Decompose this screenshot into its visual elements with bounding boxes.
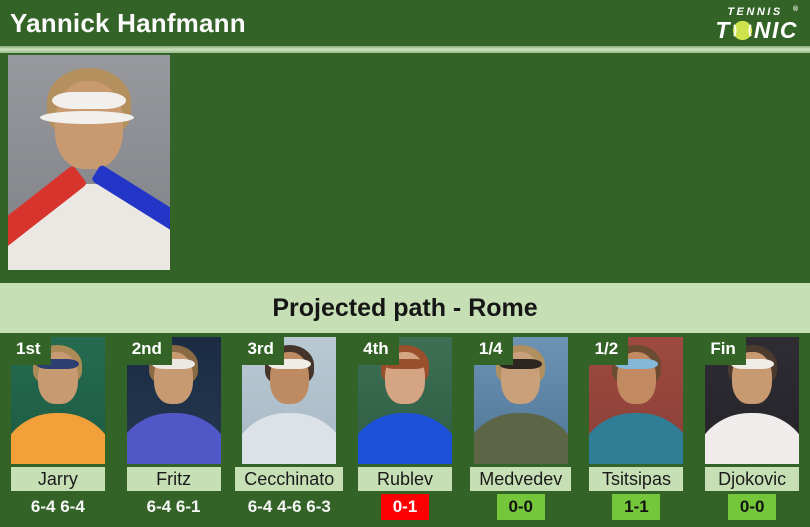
registered-trademark-icon: ® — [792, 6, 798, 13]
photo-cap-shape — [51, 91, 127, 109]
match-score: 6-4 6-1 — [146, 497, 201, 516]
projected-path-title: Projected path - Rome — [272, 293, 538, 322]
logo-tonic-suffix: NIC — [753, 17, 798, 43]
logo-tennis-text: TENNIS — [727, 6, 783, 18]
round-label: 2nd — [117, 337, 172, 365]
h2h-record-even: 0-0 — [496, 494, 545, 520]
round-label: 1/4 — [464, 337, 513, 365]
photo-shirt-shape — [10, 413, 105, 464]
opponent-photo[interactable] — [358, 337, 453, 464]
opponent-name[interactable]: Rublev — [358, 467, 453, 491]
photo-headband-shape — [383, 358, 427, 369]
round-label: 3rd — [233, 337, 284, 365]
opponent-photo[interactable] — [473, 337, 568, 464]
photo-shirt-shape — [242, 413, 337, 464]
photo-headband-shape — [267, 358, 311, 369]
opponent-name[interactable]: Jarry — [10, 467, 105, 491]
tennis-ball-icon — [732, 20, 752, 41]
round-card-2nd: 2nd Fritz 6-4 6-1 — [116, 337, 232, 520]
h2h-record-even: 0-0 — [728, 494, 777, 520]
photo-headband-shape — [614, 358, 659, 369]
logo-tonic-line: T NIC — [715, 19, 798, 42]
logo-tonic-prefix: T — [715, 17, 731, 43]
photo-cap-brim-shape — [40, 110, 135, 124]
photo-shirt-shape — [126, 413, 221, 464]
round-label: 1/2 — [580, 337, 629, 365]
main-player-photo — [8, 55, 170, 270]
photo-shirt-shape — [705, 413, 800, 464]
match-score: 6-4 6-4 — [30, 497, 85, 516]
round-label: Fin — [696, 337, 746, 365]
match-score: 6-4 4-6 6-3 — [247, 497, 331, 516]
photo-sunglasses-shape — [499, 358, 543, 369]
round-label: 1st — [2, 337, 51, 365]
photo-cap-shape — [730, 358, 774, 369]
opponent-name[interactable]: Medvedev — [470, 467, 572, 491]
tennis-tonic-logo[interactable]: TENNIS ® T NIC — [715, 6, 810, 42]
round-card-1st: 1st Jarry 6-4 6-4 — [0, 337, 116, 520]
opponent-name[interactable]: Djokovic — [705, 467, 800, 491]
photo-headband-shape — [36, 358, 80, 369]
logo-top-line: TENNIS ® — [715, 6, 798, 18]
opponent-photo[interactable] — [242, 337, 337, 464]
photo-shirt-shape — [473, 413, 568, 464]
round-card-4th: 4th Rublev 0-1 — [347, 337, 463, 520]
header-separator — [0, 46, 810, 53]
projected-path-cards: 1st Jarry 6-4 6-4 2nd Fritz 6-4 6-1 3rd — [0, 337, 810, 520]
header: Yannick Hanfmann TENNIS ® T NIC — [0, 0, 810, 46]
photo-headband-shape — [151, 358, 196, 369]
round-label: 4th — [349, 337, 399, 365]
opponent-name[interactable]: Cecchinato — [235, 467, 344, 491]
round-card-final: Fin Djokovic 0-0 — [694, 337, 810, 520]
page-title: Yannick Hanfmann — [10, 7, 246, 38]
round-card-quarterfinal: 1/4 Medvedev 0-0 — [463, 337, 579, 520]
opponent-name[interactable]: Fritz — [126, 467, 221, 491]
h2h-record-even: 1-1 — [612, 494, 661, 520]
photo-shirt-shape — [358, 413, 453, 464]
round-card-3rd: 3rd Cecchinato 6-4 4-6 6-3 — [231, 337, 347, 520]
opponent-name[interactable]: Tsitsipas — [589, 467, 684, 491]
round-card-semifinal: 1/2 Tsitsipas 1-1 — [579, 337, 695, 520]
projected-path-banner: Projected path - Rome — [0, 283, 810, 333]
h2h-record-negative: 0-1 — [381, 494, 430, 520]
photo-shirt-shape — [589, 413, 684, 464]
